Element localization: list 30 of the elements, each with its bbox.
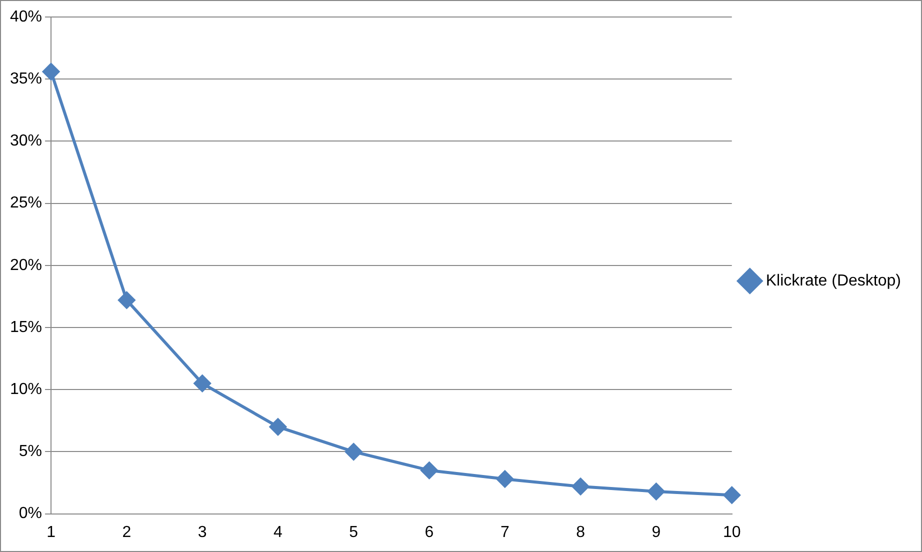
- point: [194, 374, 211, 392]
- point: [42, 63, 60, 80]
- x-tick-label: 2: [122, 524, 132, 541]
- point: [572, 478, 590, 495]
- x-tick-label: 3: [198, 524, 207, 541]
- y-tick-label: 40%: [10, 8, 42, 26]
- legend-label: Klickrate (Desktop): [766, 272, 902, 290]
- x-tick-label: 8: [576, 524, 586, 541]
- x-tick-label: 7: [500, 524, 510, 541]
- y-tick-label: 10%: [10, 381, 42, 398]
- x-tick-label: 5: [349, 524, 358, 541]
- point: [420, 462, 438, 479]
- point: [345, 443, 362, 460]
- y-tick-label: 25%: [10, 194, 42, 212]
- y-tick-label: 15%: [10, 318, 42, 336]
- point: [118, 292, 136, 309]
- x-tick-label: 9: [652, 524, 661, 541]
- y-tick-label: 0%: [18, 505, 42, 522]
- x-tick-label: 6: [424, 524, 434, 541]
- point: [648, 482, 665, 500]
- point: [269, 418, 286, 436]
- x-tick-label: 4: [274, 524, 283, 541]
- y-tick-label: 20%: [10, 256, 42, 274]
- y-tick-label: 30%: [10, 132, 42, 150]
- x-tick-label: 10: [722, 524, 741, 541]
- point: [723, 486, 740, 504]
- x-tick-label: 1: [46, 524, 56, 541]
- y-tick-label: 5%: [18, 443, 42, 460]
- point: [496, 470, 514, 488]
- y-tick-label: 35%: [10, 70, 42, 88]
